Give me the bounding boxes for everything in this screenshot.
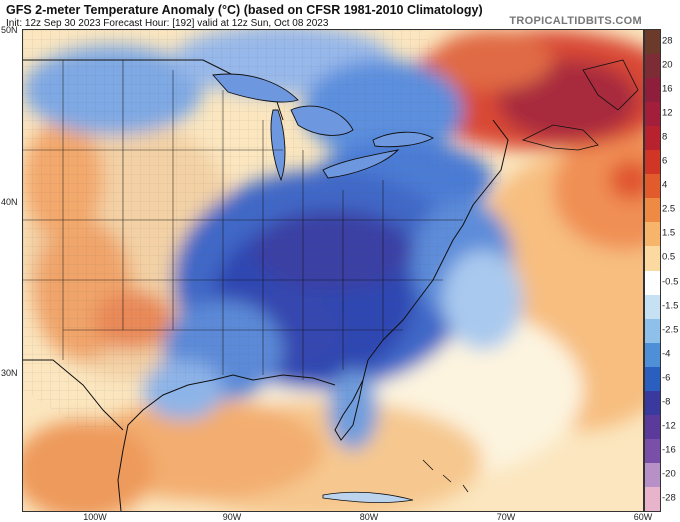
colorbar-segment (645, 270, 660, 296)
chart-title: GFS 2-meter Temperature Anomaly (°C) (ba… (6, 3, 483, 17)
lon-label-60w: 60W (633, 512, 653, 522)
colorbar-segment (645, 102, 660, 127)
colorbar-segment (645, 462, 660, 488)
colorbar-segment (645, 486, 660, 512)
colorbar-tick-label: 6 (662, 155, 668, 167)
colorbar-tick-label: -2.5 (662, 324, 679, 336)
colorbar-segment (645, 222, 660, 247)
colorbar-tick-label: -6 (662, 372, 671, 384)
colorbar-segment (645, 414, 660, 440)
colorbar-segment (645, 366, 660, 392)
colorbar-tick-label: -20 (662, 468, 676, 480)
colorbar-segment (645, 150, 660, 175)
chart-subtitle: Init: 12z Sep 30 2023 Forecast Hour: [19… (6, 18, 329, 29)
colorbar-tick-label: -16 (662, 444, 676, 456)
colorbar-tick-label: -0.5 (662, 276, 679, 288)
colorbar-segment (645, 246, 660, 271)
colorbar-tick-label: -4 (662, 348, 671, 360)
anomaly-map (23, 30, 643, 511)
colorbar-tick-label: 1.5 (662, 227, 676, 239)
colorbar-tick-label: -28 (662, 492, 676, 504)
boundaries (23, 59, 639, 511)
colorbar-tick-label: 0.5 (662, 251, 676, 263)
colorbar-segment (645, 390, 660, 416)
colorbar-tick-label: 2.5 (662, 203, 676, 215)
lon-label-80w: 80W (359, 512, 379, 522)
colorbar-segment (645, 294, 660, 320)
colorbar-segment (645, 30, 660, 55)
lon-label-100w: 100W (83, 512, 107, 522)
colorbar-segment (645, 198, 660, 223)
map-panel (22, 29, 644, 512)
colorbar-tick-label: 8 (662, 131, 668, 143)
lat-label-40n: 40N (1, 197, 18, 207)
lat-label-30n: 30N (1, 368, 18, 378)
colorbar-segment (645, 54, 660, 79)
colorbar-segment (645, 174, 660, 199)
colorbar-segment (645, 78, 660, 103)
colorbar-tick-label: 28 (662, 35, 673, 47)
lon-label-90w: 90W (222, 512, 242, 522)
lon-label-70w: 70W (496, 512, 516, 522)
colorbar-tick-label: 4 (662, 179, 668, 191)
colorbar-tick-label: 12 (662, 107, 673, 119)
lat-label-50n: 50N (1, 25, 18, 35)
colorbar-segment (645, 438, 660, 464)
colorbar-tick-label: 20 (662, 59, 673, 71)
colorbar-tick-label: -1.5 (662, 300, 679, 312)
colorbar-segment (645, 126, 660, 151)
colorbar-tick-label: -12 (662, 420, 676, 432)
colorbar (644, 29, 661, 512)
colorbar-tick-label: 16 (662, 83, 673, 95)
colorbar-segment (645, 342, 660, 368)
brand-watermark: TROPICALTIDBITS.COM (509, 15, 642, 27)
colorbar-tick-label: -8 (662, 396, 671, 408)
colorbar-segment (645, 318, 660, 344)
